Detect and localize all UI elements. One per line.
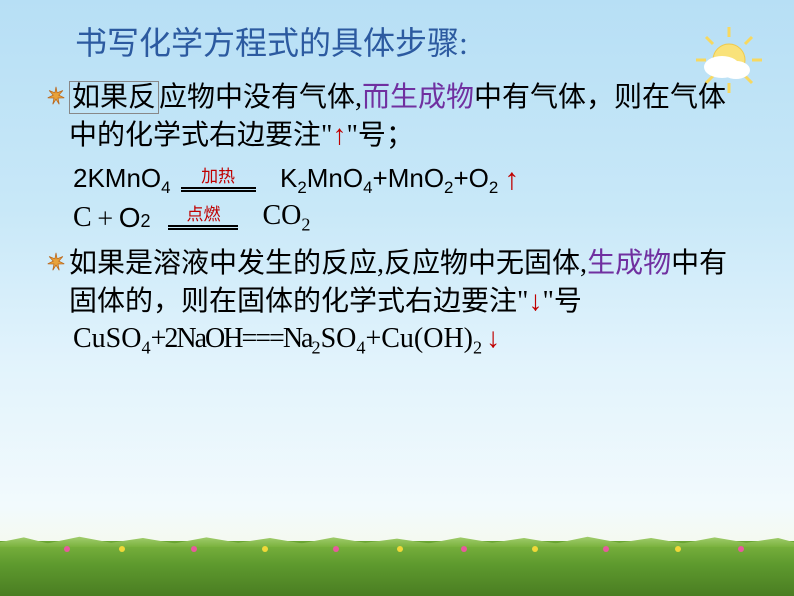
bullet-1: 如果反应物中没有气体,而生成物中有气体，则在气体中的化学式右边要注"↑"号； xyxy=(45,79,749,155)
bullet-2: 如果是溶液中发生的反应,反应物中无固体,生成物中有固体的，则在固体的化学式右边要… xyxy=(45,245,749,321)
down-arrow-icon: ↓ xyxy=(486,323,500,354)
equation-3: CuSO4+2NaOH===Na2SO4+Cu(OH)2↓ xyxy=(73,323,749,359)
star-icon xyxy=(45,85,67,107)
slide-title: 书写化学方程式的具体步骤: xyxy=(75,18,749,64)
flowers-decoration xyxy=(0,546,794,566)
bullet-2-text: 如果是溶液中发生的反应,反应物中无固体,生成物中有固体的，则在固体的化学式右边要… xyxy=(69,245,749,321)
slide-content: 书写化学方程式的具体步骤: 如果反应物中没有气体,而生成物中有气体，则在气体中的… xyxy=(0,0,794,359)
up-arrow-icon: ↑ xyxy=(504,163,519,197)
equation-block-1: 2KMnO4 加热 K2MnO4+MnO2+O2 ↑ C ＋ O2 点燃 CO2 xyxy=(73,163,749,236)
equation-1: 2KMnO4 加热 K2MnO4+MnO2+O2 ↑ xyxy=(73,163,749,198)
bullet-1-text: 如果反应物中没有气体,而生成物中有气体，则在气体中的化学式右边要注"↑"号； xyxy=(69,79,749,155)
equation-2: C ＋ O2 点燃 CO2 xyxy=(73,200,749,236)
star-icon xyxy=(45,251,67,273)
